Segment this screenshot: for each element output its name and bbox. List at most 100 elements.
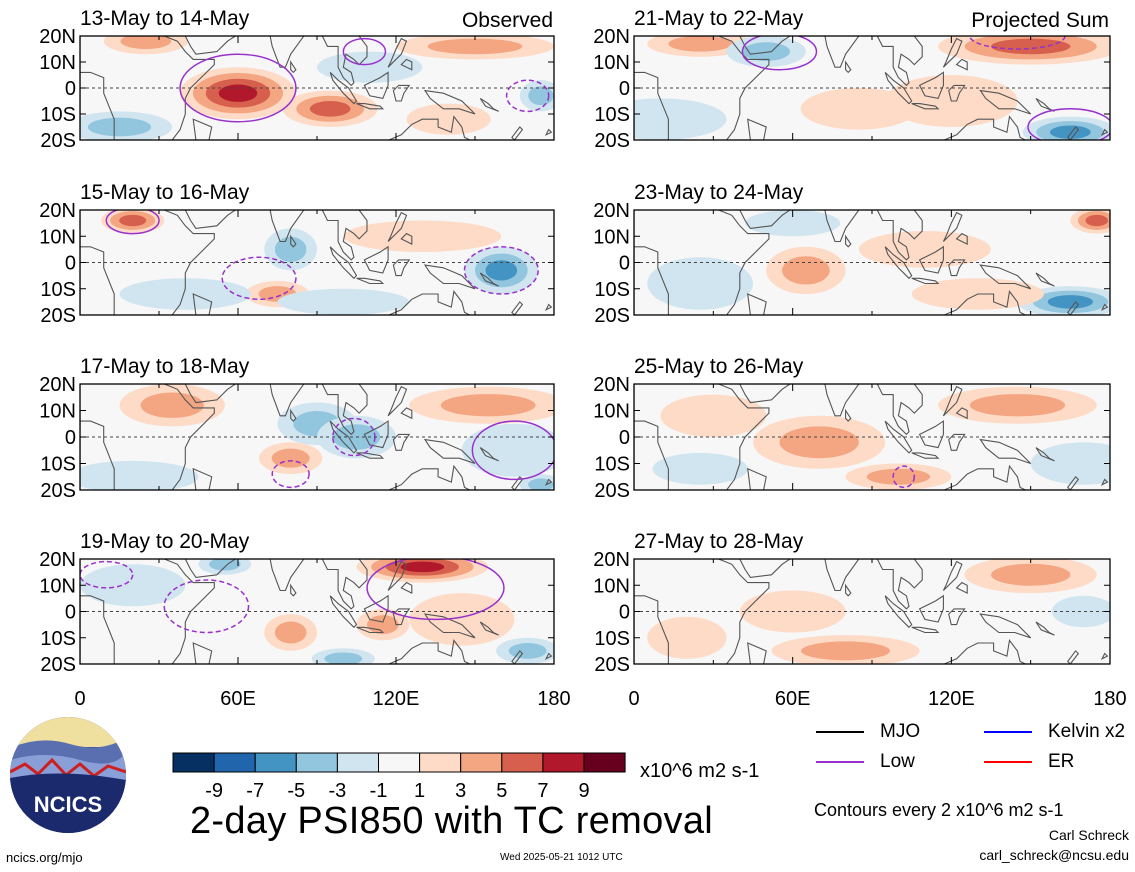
coastline bbox=[876, 36, 923, 87]
coastline bbox=[911, 452, 940, 459]
psi-anomaly-region bbox=[119, 278, 252, 310]
email-link[interactable]: carl_schreck@ncsu.edu bbox=[979, 847, 1129, 863]
coastline bbox=[932, 290, 1026, 315]
coastline bbox=[1100, 652, 1109, 661]
y-tick-label: 0 bbox=[619, 427, 630, 449]
legend-item-low: Low bbox=[816, 751, 915, 773]
site-url[interactable]: ncics.org/mjo bbox=[6, 850, 83, 865]
x-tick-label: 120E bbox=[373, 688, 420, 710]
coastline bbox=[392, 259, 411, 277]
coastline bbox=[544, 478, 553, 486]
coastline bbox=[400, 581, 413, 594]
colorbar-bin bbox=[378, 752, 421, 773]
coastlines bbox=[80, 559, 553, 664]
panel-title: 21-May to 22-May bbox=[634, 7, 804, 30]
coastline bbox=[192, 118, 213, 140]
coastline bbox=[739, 210, 791, 229]
map-panel: 13-May to 14-May Observed 20N 10N 0 10S 20S bbox=[39, 7, 555, 152]
psi-anomaly-region bbox=[660, 394, 767, 437]
y-tick-label: 10N bbox=[593, 226, 630, 248]
coastlines bbox=[634, 371, 1109, 490]
coastline bbox=[808, 559, 860, 592]
panel-label: Observed bbox=[462, 9, 553, 32]
coastline bbox=[80, 210, 215, 315]
y-tick-label: 20S bbox=[40, 654, 76, 676]
colorbar-bin bbox=[419, 752, 462, 773]
coastline bbox=[396, 197, 401, 205]
coastline bbox=[948, 608, 966, 626]
low-contour bbox=[471, 420, 554, 481]
coastline bbox=[634, 246, 669, 315]
colorbar-bin bbox=[295, 752, 338, 773]
coastline bbox=[808, 210, 860, 243]
coastline bbox=[951, 371, 956, 379]
coastline bbox=[363, 71, 389, 100]
colorbar-bin bbox=[460, 752, 503, 773]
y-tick-label: 0 bbox=[65, 253, 76, 275]
colorbar-units: x10^6 m2 s-1 bbox=[640, 760, 760, 782]
colorbar: -9 -7 -5 -3 -1 1 3 5 7 9 bbox=[172, 752, 626, 802]
coastline bbox=[634, 71, 669, 140]
x-tick-label: 180 bbox=[537, 688, 570, 710]
coastline bbox=[884, 246, 913, 280]
psi-anomaly-region bbox=[274, 236, 307, 262]
x-tick-label: 0 bbox=[628, 688, 639, 710]
y-tick-label: 10S bbox=[40, 104, 76, 126]
coastline bbox=[932, 464, 1026, 490]
coastline bbox=[845, 583, 852, 597]
low-contour bbox=[179, 53, 297, 123]
coastline bbox=[544, 128, 553, 137]
psi-anomaly-region bbox=[990, 563, 1071, 586]
colorbar-tick-label: -3 bbox=[329, 780, 347, 802]
panel-title: 15-May to 16-May bbox=[80, 181, 250, 204]
low-contour bbox=[366, 559, 505, 621]
coastline bbox=[290, 234, 297, 248]
colorbar-bin bbox=[583, 752, 626, 773]
coastline bbox=[511, 126, 524, 140]
coastline bbox=[979, 613, 1032, 639]
coastlines bbox=[80, 36, 553, 140]
y-tick-label: 20S bbox=[40, 130, 76, 152]
y-tick-label: 10N bbox=[39, 52, 76, 74]
psi-anomaly-region bbox=[528, 478, 554, 490]
coastline bbox=[1066, 126, 1080, 140]
psi-field bbox=[647, 210, 1110, 315]
coastline bbox=[808, 384, 860, 417]
coastline bbox=[876, 210, 923, 261]
coastline bbox=[511, 650, 524, 664]
y-tick-label: 20N bbox=[593, 200, 630, 222]
psi-field bbox=[80, 36, 554, 140]
y-tick-label: 10S bbox=[594, 628, 630, 650]
coastline bbox=[911, 626, 940, 634]
low-contour bbox=[221, 256, 297, 300]
coastline bbox=[634, 36, 770, 140]
y-tick-label: 10N bbox=[593, 401, 630, 423]
coastline bbox=[396, 371, 401, 379]
psi-anomaly-region bbox=[801, 641, 890, 661]
low-contours bbox=[105, 210, 539, 300]
psi-anomaly-region bbox=[140, 392, 204, 418]
legend-line-kelvin bbox=[984, 730, 1032, 733]
x-tick-label: 120E bbox=[928, 688, 975, 710]
coastlines bbox=[80, 371, 553, 490]
psi-anomaly-region bbox=[508, 643, 547, 659]
y-tick-label: 0 bbox=[65, 78, 76, 100]
psi-anomaly-region bbox=[866, 468, 931, 485]
low-contour bbox=[271, 460, 310, 489]
coastline bbox=[80, 71, 115, 140]
psi-anomaly-region bbox=[782, 256, 830, 285]
psi-anomaly-region bbox=[1085, 214, 1109, 227]
coastline bbox=[932, 639, 1026, 664]
coastline bbox=[876, 559, 923, 610]
coastline bbox=[955, 407, 968, 420]
y-tick-label: 10S bbox=[594, 454, 630, 476]
y-tick-label: 20S bbox=[594, 130, 630, 152]
legend-line-mjo bbox=[816, 730, 864, 733]
x-tick-label: 0 bbox=[74, 688, 85, 710]
coastline bbox=[290, 60, 297, 74]
legend-item-mjo: MJO bbox=[816, 721, 920, 743]
panel-title: 17-May to 18-May bbox=[80, 355, 250, 378]
